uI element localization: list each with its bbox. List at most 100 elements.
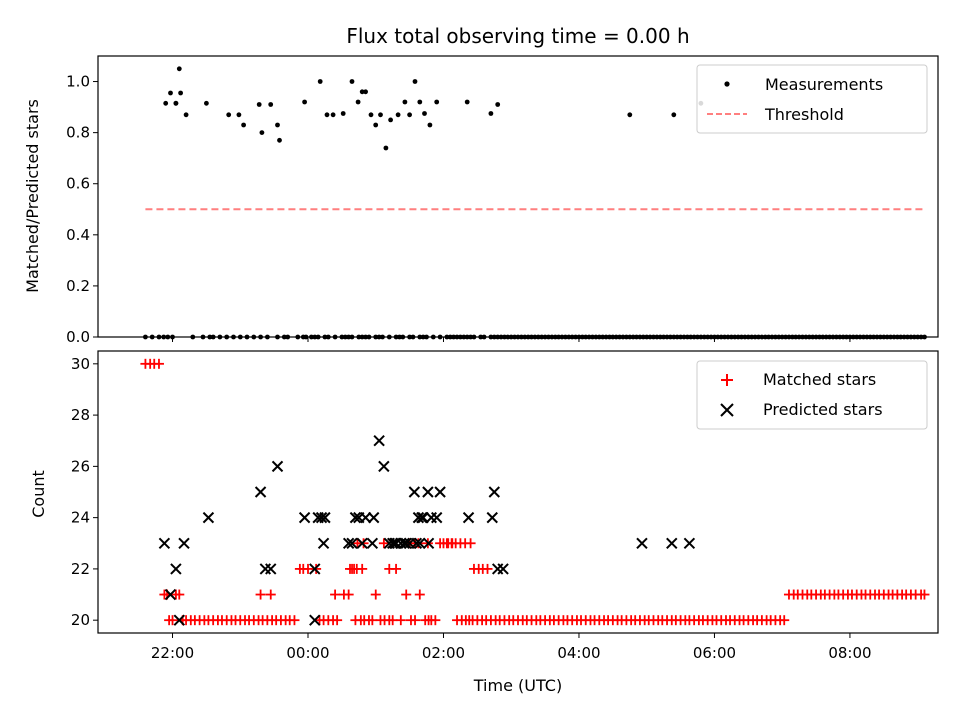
measurement-point bbox=[183, 112, 189, 118]
predicted-star-point bbox=[636, 537, 648, 549]
ratio-legend-box bbox=[696, 64, 928, 134]
ratio-axes-frame bbox=[97, 55, 939, 338]
ratio-legend: Measurements Threshold bbox=[696, 64, 928, 134]
predicted-star-point bbox=[366, 537, 379, 549]
predicted-star-point bbox=[359, 511, 372, 524]
matched-star-point bbox=[338, 589, 349, 600]
measurement-point bbox=[168, 90, 173, 96]
matched-star-point bbox=[289, 615, 300, 626]
predicted-star-point bbox=[164, 588, 177, 601]
measurement-point bbox=[277, 137, 282, 143]
measurement-point bbox=[176, 66, 182, 72]
measurement-point bbox=[359, 89, 365, 95]
predicted-star-point bbox=[414, 537, 426, 549]
matched-star-point bbox=[174, 589, 185, 600]
measurement-point bbox=[178, 90, 184, 96]
predicted-star-point bbox=[488, 486, 500, 498]
ratio-y-axis-label: Matched/Predicted stars bbox=[23, 99, 42, 293]
predicted-star-point bbox=[390, 537, 402, 549]
predicted-star-point bbox=[486, 511, 498, 524]
measurement-point bbox=[268, 102, 274, 107]
matched-star-point bbox=[482, 563, 493, 574]
measurement-point bbox=[317, 79, 323, 84]
matched-legend-label: Matched stars bbox=[763, 370, 876, 389]
measurement-point bbox=[173, 100, 179, 106]
matched-star-point bbox=[414, 589, 425, 600]
measurement-point bbox=[627, 112, 633, 118]
measurement-point bbox=[378, 112, 383, 118]
measurement-point bbox=[324, 112, 330, 118]
measurement-point bbox=[236, 112, 242, 118]
matched-star-point bbox=[919, 589, 930, 600]
predicted-star-point bbox=[254, 486, 267, 498]
predicted-star-point bbox=[178, 537, 190, 549]
x-axis-label: Time (UTC) bbox=[473, 676, 562, 695]
measurement-point bbox=[355, 99, 361, 105]
measurement-point bbox=[241, 122, 247, 128]
ratio-y-tick-label: 0.8 bbox=[66, 124, 90, 142]
measurement-point bbox=[368, 112, 374, 118]
predicted-star-point bbox=[666, 537, 678, 549]
measurement-point bbox=[330, 112, 336, 118]
count-x-tick-label: 02:00 bbox=[422, 644, 465, 662]
measurement-point bbox=[412, 79, 418, 84]
matched-star-point bbox=[779, 615, 790, 626]
matched-star-point bbox=[265, 589, 276, 600]
predicted-star-point bbox=[202, 511, 215, 524]
matched-star-point bbox=[357, 563, 368, 574]
matched-star-point bbox=[378, 538, 389, 549]
matched-star-point bbox=[410, 615, 421, 626]
matched-star-point bbox=[370, 589, 381, 600]
measurement-point bbox=[226, 112, 232, 118]
predicted-star-point bbox=[271, 460, 284, 473]
matched-star-point bbox=[465, 538, 476, 549]
matched-star-point bbox=[401, 589, 412, 600]
ratio-y-tick-label: 1.0 bbox=[66, 73, 90, 91]
predicted-star-point bbox=[173, 614, 185, 626]
predicted-star-point bbox=[683, 537, 696, 549]
matched-star-point bbox=[430, 615, 441, 626]
count-y-tick-label: 28 bbox=[71, 406, 90, 424]
count-x-tick-label: 22:00 bbox=[151, 644, 194, 662]
matched-star-point bbox=[167, 615, 178, 626]
matched-star-point bbox=[332, 615, 343, 626]
measurement-point bbox=[402, 99, 408, 105]
predicted-star-point bbox=[368, 511, 380, 524]
matched-legend-marker bbox=[721, 374, 733, 386]
predicted-star-point bbox=[319, 511, 331, 524]
measurement-point bbox=[488, 111, 494, 116]
matched-star-point bbox=[153, 358, 164, 369]
predicted-star-point bbox=[309, 614, 321, 626]
measurement-point bbox=[407, 112, 412, 118]
predicted-star-point bbox=[408, 486, 421, 498]
measurement-point bbox=[256, 102, 262, 107]
predicted-star-point bbox=[373, 435, 385, 447]
count-y-ticks: 20 22 24 26 28 30 bbox=[71, 355, 98, 629]
predicted-star-point bbox=[349, 511, 362, 524]
predicted-star-point bbox=[410, 537, 423, 549]
measurement-point bbox=[671, 112, 677, 118]
matched-star-point bbox=[330, 589, 341, 600]
measurement-point bbox=[302, 99, 307, 105]
predicted-star-point bbox=[315, 511, 328, 524]
measurement-point bbox=[427, 122, 433, 128]
count-x-tick-label: 06:00 bbox=[693, 644, 736, 662]
ratio-y-tick-label: 0.0 bbox=[66, 328, 90, 346]
predicted-star-point bbox=[431, 511, 443, 524]
predicted-star-point bbox=[317, 537, 330, 549]
predicted-star-point bbox=[346, 537, 358, 549]
predicted-star-point bbox=[309, 563, 321, 575]
predicted-star-point bbox=[342, 537, 355, 549]
predicted-legend-label: Predicted stars bbox=[763, 400, 883, 419]
count-x-tick-label: 00:00 bbox=[286, 644, 329, 662]
measurement-point bbox=[275, 122, 280, 128]
count-legend: Matched stars Predicted stars bbox=[696, 360, 928, 430]
count-x-tick-label: 04:00 bbox=[557, 644, 600, 662]
measurements-legend-marker bbox=[724, 81, 730, 87]
count-y-tick-label: 22 bbox=[71, 560, 90, 578]
measurement-point bbox=[395, 112, 401, 118]
count-x-ticks: 22:00 00:00 02:00 04:00 06:00 08:00 bbox=[151, 633, 872, 662]
count-y-tick-label: 30 bbox=[71, 355, 90, 373]
measurement-point bbox=[417, 99, 423, 105]
ratio-panel: 0.0 0.2 0.4 0.6 0.8 1.0 Matched/Predicted sta… bbox=[23, 55, 939, 346]
